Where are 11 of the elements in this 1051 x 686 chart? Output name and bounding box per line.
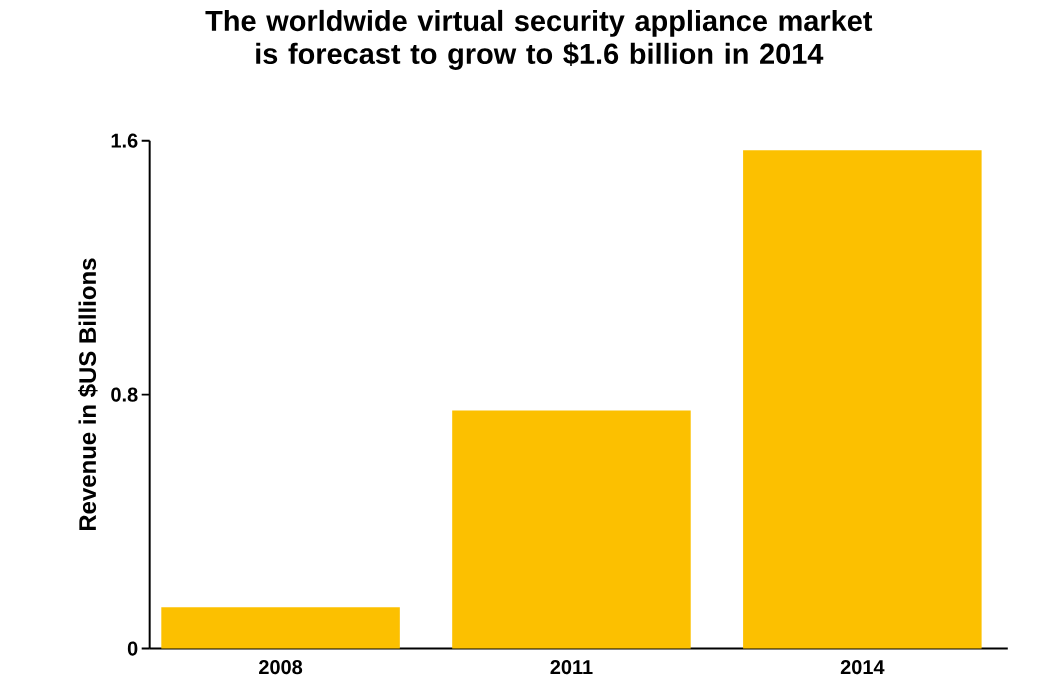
bar bbox=[452, 410, 691, 649]
x-tick-label: 2014 bbox=[840, 659, 885, 674]
bar bbox=[161, 607, 400, 649]
bar bbox=[743, 149, 982, 649]
chart-title: The worldwide virtual security appliance market is forecast to grow to $1.6 billion in 2014 bbox=[205, 9, 873, 70]
x-tick-label: 2011 bbox=[550, 659, 593, 674]
y-tick-label: 0 bbox=[127, 641, 138, 656]
x-tick-label: 2008 bbox=[259, 659, 303, 674]
y-tick-label: 1.6 bbox=[111, 133, 138, 148]
y-axis-title: Revenue in $US Billions bbox=[78, 258, 98, 530]
y-tick-label: 0.8 bbox=[111, 387, 138, 402]
